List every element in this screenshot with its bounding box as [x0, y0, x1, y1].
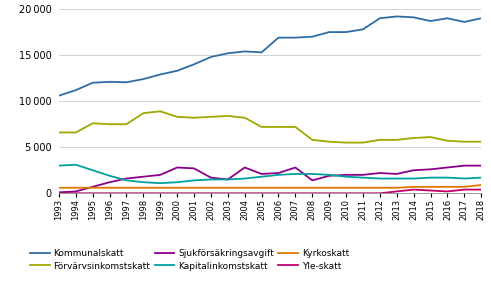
Legend: Kommunalskatt, Förvärvsinkomstskatt, Sjukförsäkringsavgift, Kapitalinkomstskatt,: Kommunalskatt, Förvärvsinkomstskatt, Sju…	[29, 249, 349, 271]
